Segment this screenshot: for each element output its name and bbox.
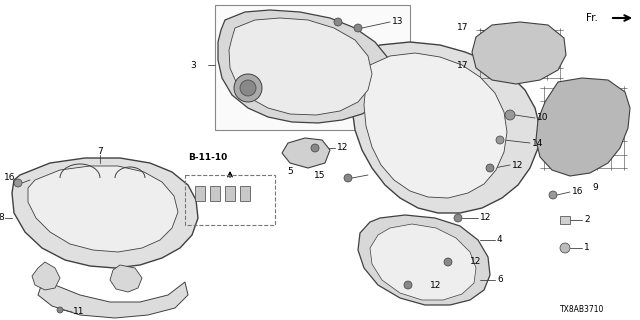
- Circle shape: [560, 243, 570, 253]
- Bar: [185, 175, 275, 225]
- Text: 11: 11: [73, 308, 84, 316]
- Polygon shape: [536, 78, 630, 176]
- Circle shape: [354, 24, 362, 32]
- Text: 17: 17: [456, 60, 468, 69]
- Text: 7: 7: [97, 148, 103, 156]
- Circle shape: [311, 144, 319, 152]
- Circle shape: [486, 164, 494, 172]
- Text: 12: 12: [430, 281, 442, 290]
- Text: 2: 2: [584, 215, 589, 225]
- Circle shape: [549, 191, 557, 199]
- Text: 16: 16: [572, 188, 584, 196]
- Polygon shape: [472, 22, 566, 84]
- Text: 12: 12: [480, 213, 492, 222]
- Polygon shape: [282, 138, 330, 168]
- Text: Fr.: Fr.: [586, 13, 598, 23]
- Polygon shape: [358, 215, 490, 305]
- Text: B-11-10: B-11-10: [188, 153, 227, 162]
- Polygon shape: [364, 53, 507, 198]
- Text: 15: 15: [314, 171, 325, 180]
- Polygon shape: [229, 18, 372, 115]
- Circle shape: [344, 174, 352, 182]
- Text: 5: 5: [287, 167, 293, 177]
- Circle shape: [444, 258, 452, 266]
- Polygon shape: [218, 10, 392, 123]
- Text: 9: 9: [592, 183, 598, 193]
- Circle shape: [454, 214, 462, 222]
- Text: 4: 4: [497, 236, 502, 244]
- Polygon shape: [28, 166, 178, 252]
- Text: 14: 14: [532, 139, 543, 148]
- Text: 13: 13: [392, 18, 403, 27]
- Text: TX8AB3710: TX8AB3710: [560, 306, 604, 315]
- Polygon shape: [38, 282, 188, 318]
- Text: 16: 16: [3, 173, 15, 182]
- Bar: [195, 186, 205, 201]
- Polygon shape: [110, 265, 142, 292]
- Text: 12: 12: [470, 258, 481, 267]
- Bar: [225, 186, 235, 201]
- Text: 10: 10: [537, 114, 548, 123]
- Circle shape: [505, 110, 515, 120]
- Text: 12: 12: [512, 161, 524, 170]
- Polygon shape: [12, 158, 198, 268]
- Polygon shape: [352, 42, 540, 213]
- Circle shape: [404, 281, 412, 289]
- Circle shape: [14, 179, 22, 187]
- Text: 12: 12: [337, 143, 348, 153]
- Circle shape: [57, 307, 63, 313]
- Text: 1: 1: [584, 244, 589, 252]
- Bar: [210, 186, 220, 201]
- Circle shape: [496, 136, 504, 144]
- Polygon shape: [560, 216, 570, 224]
- Circle shape: [240, 80, 256, 96]
- Circle shape: [234, 74, 262, 102]
- Text: 6: 6: [497, 276, 503, 284]
- Text: 3: 3: [190, 60, 196, 69]
- Bar: [240, 186, 250, 201]
- Bar: [215, 5, 410, 130]
- Polygon shape: [370, 224, 476, 300]
- Circle shape: [334, 18, 342, 26]
- Text: 8: 8: [0, 213, 4, 222]
- Polygon shape: [32, 262, 60, 290]
- Text: 17: 17: [456, 23, 468, 33]
